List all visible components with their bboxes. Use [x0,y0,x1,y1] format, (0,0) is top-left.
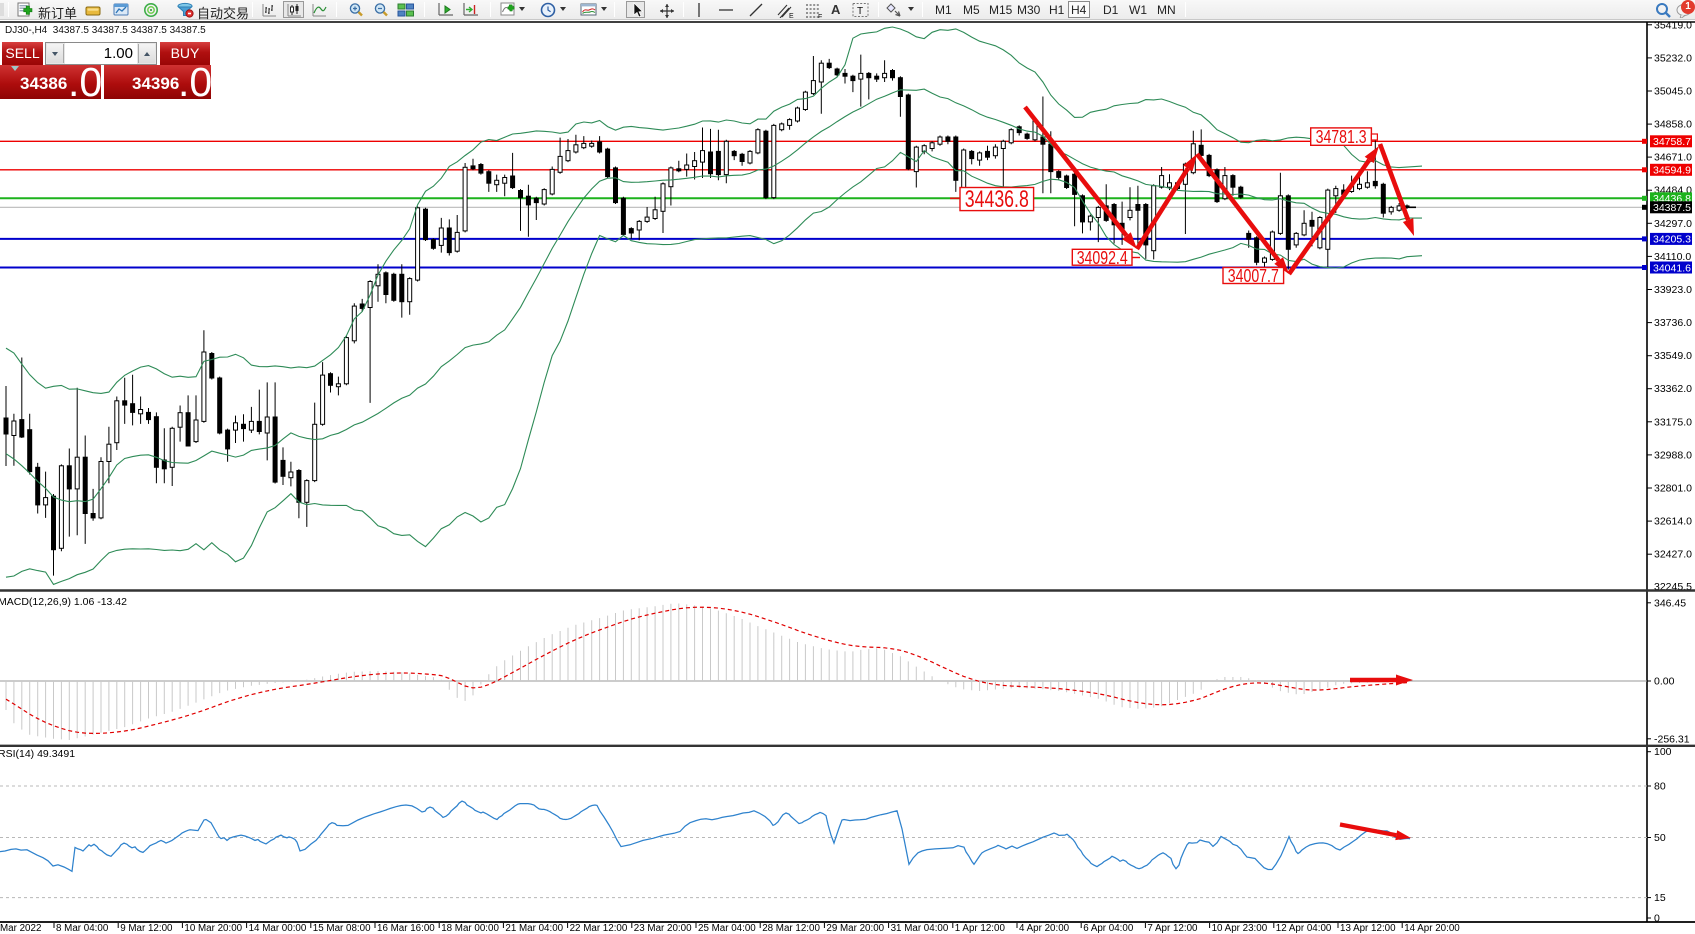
svg-text:32801.0: 32801.0 [1654,483,1692,495]
svg-text:15 Mar 08:00: 15 Mar 08:00 [313,923,371,934]
svg-text:34858.0: 34858.0 [1654,119,1692,131]
svg-text:34594.9: 34594.9 [1653,165,1691,177]
svg-text:6 Apr 04:00: 6 Apr 04:00 [1083,923,1134,934]
svg-text:34041.6: 34041.6 [1653,262,1691,274]
svg-text:33736.0: 33736.0 [1654,317,1692,329]
svg-text:35232.0: 35232.0 [1654,52,1692,64]
svg-text:F: F [818,14,822,18]
svg-text:34007.7: 34007.7 [1228,266,1279,286]
svg-text:32427.0: 32427.0 [1654,549,1692,561]
svg-text:18 Mar 00:00: 18 Mar 00:00 [441,923,499,934]
svg-text:T: T [857,6,863,17]
svg-text:10 Mar 20:00: 10 Mar 20:00 [184,923,242,934]
svg-text:9 Mar 12:00: 9 Mar 12:00 [120,923,173,934]
svg-text:35045.0: 35045.0 [1654,86,1692,98]
svg-text:34110.0: 34110.0 [1654,251,1691,263]
svg-text:16 Mar 16:00: 16 Mar 16:00 [377,923,435,934]
svg-text:0.00: 0.00 [1654,676,1675,688]
svg-text:1 Apr 12:00: 1 Apr 12:00 [955,923,1006,934]
svg-text:28 Mar 12:00: 28 Mar 12:00 [762,923,820,934]
svg-text:33923.0: 33923.0 [1654,284,1692,296]
svg-text:100: 100 [1654,746,1672,758]
svg-text:34092.4: 34092.4 [1077,248,1128,268]
svg-text:34297.0: 34297.0 [1654,218,1692,230]
svg-text:-256.31: -256.31 [1654,733,1690,745]
svg-text:14 Apr 20:00: 14 Apr 20:00 [1404,923,1460,934]
svg-text:E: E [789,13,794,18]
svg-text:31 Mar 04:00: 31 Mar 04:00 [891,923,949,934]
svg-text:22 Mar 12:00: 22 Mar 12:00 [570,923,628,934]
svg-text:50: 50 [1654,832,1666,844]
svg-text:346.45: 346.45 [1654,597,1686,609]
svg-text:MACD(12,26,9) 1.06 -13.42: MACD(12,26,9) 1.06 -13.42 [0,596,127,608]
svg-text:8 Mar 04:00: 8 Mar 04:00 [56,923,109,934]
svg-text:7 Apr 12:00: 7 Apr 12:00 [1147,923,1198,934]
svg-text:34758.7: 34758.7 [1653,136,1691,148]
svg-text:21 Mar 04:00: 21 Mar 04:00 [505,923,563,934]
svg-text:15: 15 [1654,892,1666,904]
svg-text:33175.0: 33175.0 [1654,416,1692,428]
svg-text:12 Apr 04:00: 12 Apr 04:00 [1276,923,1332,934]
svg-text:35419.0: 35419.0 [1654,19,1692,31]
svg-text:25 Mar 04:00: 25 Mar 04:00 [698,923,756,934]
svg-text:80: 80 [1654,781,1666,793]
svg-text:34387.5: 34387.5 [1653,202,1691,214]
svg-text:34781.3: 34781.3 [1316,127,1367,147]
svg-text:23 Mar 20:00: 23 Mar 20:00 [634,923,692,934]
svg-text:32614.0: 32614.0 [1654,516,1692,528]
svg-text:13 Apr 12:00: 13 Apr 12:00 [1340,923,1396,934]
svg-text:33362.0: 33362.0 [1654,383,1692,395]
svg-text:4 Apr 20:00: 4 Apr 20:00 [1019,923,1070,934]
svg-text:34671.0: 34671.0 [1654,152,1692,164]
svg-text:0: 0 [1654,913,1660,925]
svg-text:10 Apr 23:00: 10 Apr 23:00 [1212,923,1268,934]
svg-text:32988.0: 32988.0 [1654,449,1692,461]
svg-text:33549.0: 33549.0 [1654,350,1692,362]
svg-text:RSI(14) 49.3491: RSI(14) 49.3491 [0,748,75,760]
svg-text:Mar 2022: Mar 2022 [0,923,41,934]
svg-text:34205.3: 34205.3 [1653,234,1691,246]
svg-text:29 Mar 20:00: 29 Mar 20:00 [826,923,884,934]
svg-text:14 Mar 00:00: 14 Mar 00:00 [249,923,307,934]
svg-text:34436.8: 34436.8 [965,186,1029,213]
